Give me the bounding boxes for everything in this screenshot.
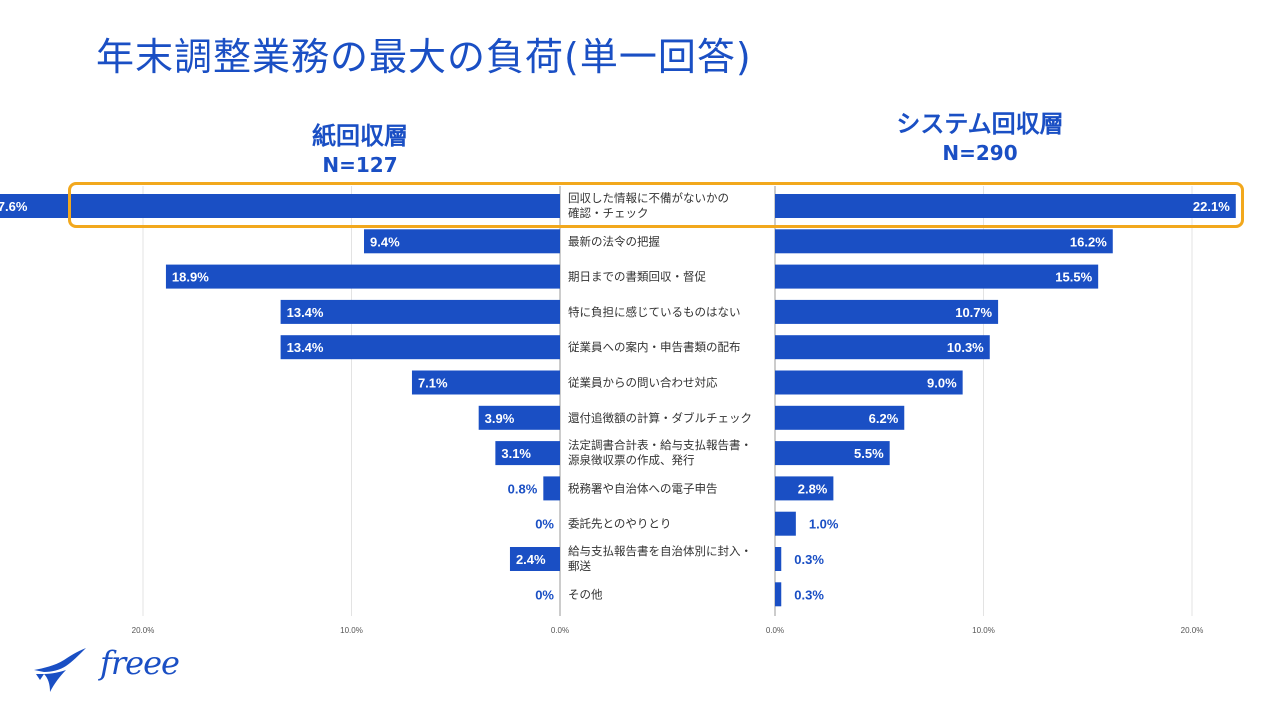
category-label: 法定調書合計表・給与支払報告書・ xyxy=(568,438,752,452)
right-bar-value-label: 15.5% xyxy=(1055,270,1092,285)
left-bar xyxy=(280,335,560,360)
right-bar xyxy=(775,194,1236,218)
right-bar-value-label: 9.0% xyxy=(927,376,957,391)
right-tick-label: 10.0% xyxy=(972,626,995,635)
right-bar-value-label: 10.7% xyxy=(955,305,992,320)
right-group-n: N=290 xyxy=(942,141,1018,165)
right-bar xyxy=(775,511,796,536)
right-group-header: システム回収層 N=290 xyxy=(870,104,1090,165)
left-bar-value-label: 9.4% xyxy=(370,234,400,249)
left-group-header: 紙回収層 N=127 xyxy=(250,116,470,177)
right-bar-value-label: 6.2% xyxy=(869,411,899,426)
left-bar xyxy=(543,476,560,501)
right-bar xyxy=(775,299,999,324)
right-group-name: システム回収層 xyxy=(896,110,1064,138)
right-bar-value-label: 1.0% xyxy=(809,517,839,532)
left-bar-value-label: 27.6% xyxy=(0,199,28,214)
left-bar-value-label: 3.9% xyxy=(485,411,515,426)
right-bar xyxy=(775,405,905,430)
right-bar xyxy=(775,441,890,466)
category-label: 回収した情報に不備がないかの xyxy=(568,191,729,205)
category-label: 給与支払報告書を自治体別に封入・ xyxy=(568,544,752,558)
left-tick-label: 10.0% xyxy=(340,626,363,635)
category-label: 還付追徴額の計算・ダブルチェック xyxy=(568,411,752,425)
left-bar xyxy=(280,299,560,324)
right-tick-label: 20.0% xyxy=(1181,626,1204,635)
left-bar xyxy=(364,229,560,254)
category-label: 最新の法令の把握 xyxy=(568,234,660,248)
right-bar xyxy=(775,370,963,395)
right-bar-value-label: 0.3% xyxy=(794,587,824,602)
bird-icon xyxy=(34,648,86,692)
left-bar xyxy=(509,547,560,571)
category-label: 税務署や自治体への電子申告 xyxy=(568,481,718,495)
left-group-name: 紙回収層 xyxy=(312,122,408,150)
left-bar-value-label: 3.1% xyxy=(501,446,531,461)
right-bar xyxy=(775,582,782,607)
logo-text: freee xyxy=(100,644,180,682)
left-bar-value-label: 13.4% xyxy=(287,340,324,355)
category-label: 源泉徴収票の作成、発行 xyxy=(568,453,695,467)
left-bar-value-label: 2.4% xyxy=(516,552,546,567)
category-label: その他 xyxy=(568,587,603,601)
freee-logo: freee xyxy=(30,644,180,696)
left-bar xyxy=(495,441,560,466)
left-bar-value-label: 13.4% xyxy=(287,305,324,320)
slide-title: 年末調整業務の最大の負荷(単一回答) xyxy=(96,35,752,79)
left-bar xyxy=(0,194,561,218)
category-label: 期日までの書類回収・督促 xyxy=(568,270,706,284)
left-bar-value-label: 0% xyxy=(535,517,554,532)
category-label: 従業員への案内・申告書類の配布 xyxy=(568,340,741,354)
category-label: 特に負担に感じているものはない xyxy=(568,305,741,319)
right-bar xyxy=(775,547,782,571)
right-bar-value-label: 10.3% xyxy=(947,340,984,355)
left-bar xyxy=(165,264,560,289)
left-bar xyxy=(411,370,560,395)
left-group-n: N=127 xyxy=(322,153,398,177)
category-label: 確認・チェック xyxy=(568,206,649,220)
left-bar xyxy=(478,405,560,430)
left-bar-value-label: 0.8% xyxy=(508,481,538,496)
right-bar xyxy=(775,476,834,501)
category-label: 郵送 xyxy=(568,559,591,573)
right-bar xyxy=(775,335,990,360)
right-bar-value-label: 0.3% xyxy=(794,552,824,567)
left-bar-value-label: 18.9% xyxy=(172,270,209,285)
right-bar xyxy=(775,264,1099,289)
left-bar-value-label: 0% xyxy=(535,587,554,602)
right-tick-label: 0.0% xyxy=(766,626,784,635)
category-label: 委託先とのやりとり xyxy=(568,517,671,531)
category-label: 従業員からの問い合わせ対応 xyxy=(568,376,718,390)
left-tick-label: 20.0% xyxy=(132,626,155,635)
left-bar-value-label: 7.1% xyxy=(418,376,448,391)
right-bar-value-label: 5.5% xyxy=(854,446,884,461)
right-bar xyxy=(775,229,1113,254)
right-bar-value-label: 22.1% xyxy=(1193,199,1230,214)
right-bar-value-label: 2.8% xyxy=(798,481,828,496)
left-tick-label: 0.0% xyxy=(551,626,569,635)
highlight-frame xyxy=(68,182,1244,228)
right-bar-value-label: 16.2% xyxy=(1070,234,1107,249)
